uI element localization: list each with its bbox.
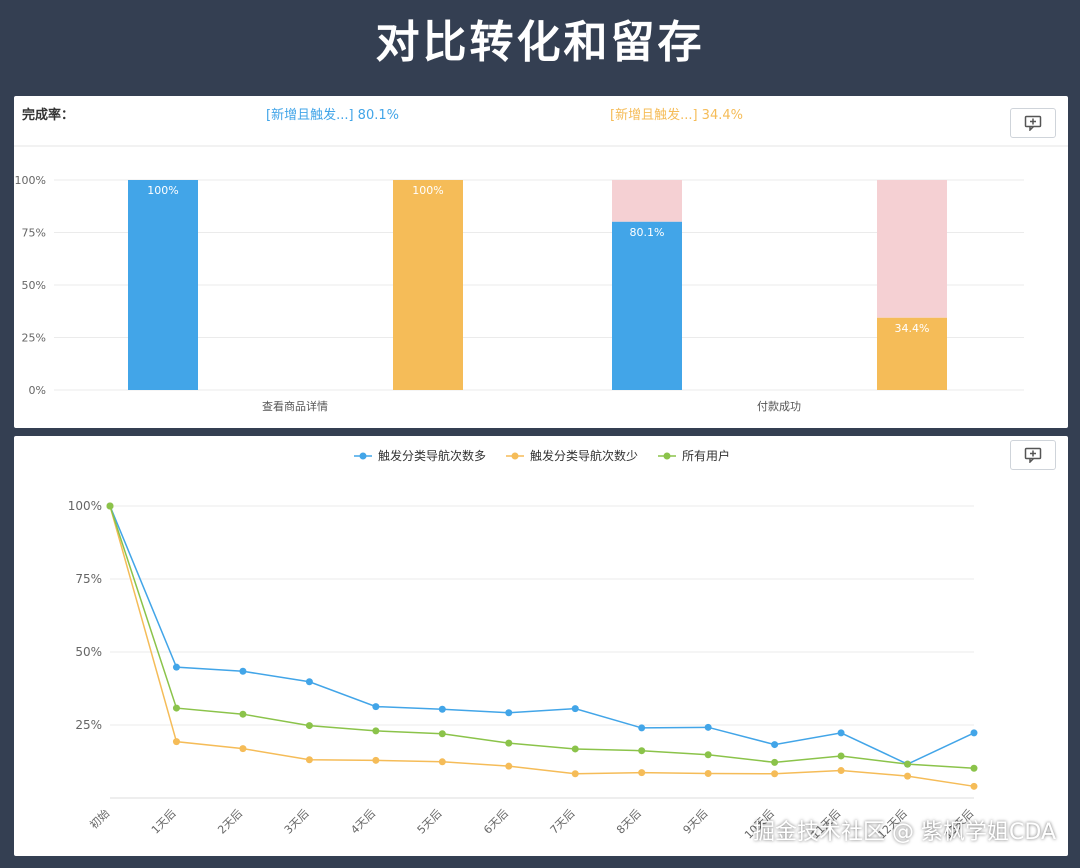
data-point: [172, 663, 180, 671]
legend-label: 触发分类导航次数少: [530, 448, 638, 463]
data-point: [305, 678, 313, 686]
x-tick-label: 初始: [87, 806, 112, 831]
bar: [877, 317, 947, 390]
data-point: [638, 747, 646, 755]
x-tick-label: 5天后: [415, 807, 445, 837]
data-point: [239, 710, 247, 718]
x-tick-label: 7天后: [548, 807, 578, 837]
completion-rate-label: 完成率：: [22, 107, 74, 123]
bar-data-label: 80.1%: [630, 226, 665, 239]
bar: [128, 180, 198, 390]
retention-line-chart: 触发分类导航次数多 触发分类导航次数少 所有用户 25% 50% 75% 100% 初始 1天后…: [68, 448, 978, 842]
comment-icon: [1024, 115, 1042, 131]
data-point: [505, 739, 513, 747]
x-tick-label: 9天后: [681, 807, 711, 837]
y-tick-label: 100%: [68, 499, 102, 513]
legend-marker: [511, 452, 519, 460]
data-point: [239, 745, 247, 753]
data-point: [837, 729, 845, 737]
bar-dropoff: [877, 180, 947, 318]
data-point: [837, 767, 845, 775]
data-point: [505, 709, 513, 717]
data-point: [904, 760, 912, 768]
data-point: [704, 751, 712, 759]
comment-button[interactable]: [1010, 108, 1056, 138]
completion-rate-value: [新增且触发...] 80.1%: [266, 107, 399, 123]
x-tick-label: 8天后: [614, 807, 644, 837]
bar-data-label: 34.4%: [895, 322, 930, 335]
data-point: [172, 704, 180, 712]
data-point: [904, 772, 912, 780]
data-point: [970, 782, 978, 790]
x-category-label: 查看商品详情: [262, 399, 328, 413]
data-point: [571, 770, 579, 778]
bar-dropoff: [612, 180, 682, 222]
data-point: [172, 738, 180, 746]
legend-label: 所有用户: [682, 448, 730, 463]
data-point: [438, 705, 446, 713]
x-tick-label: 4天后: [348, 807, 378, 837]
conversion-panel: 完成率： [新增且触发...] 80.1% [新增且触发...] 34.4% 0% 25…: [14, 96, 1068, 428]
x-category-label: 付款成功: [757, 399, 801, 413]
data-point: [438, 758, 446, 766]
watermark: 掘金技术社区 @ 紫枫学姐CDA: [753, 820, 1056, 845]
data-point: [438, 730, 446, 738]
data-point: [638, 724, 646, 732]
y-tick-label: 75%: [22, 227, 46, 240]
data-point: [372, 756, 380, 764]
series-line: [109, 505, 975, 769]
series-line: [109, 505, 975, 788]
page-title: 对比转化和留存: [375, 17, 705, 68]
data-point: [305, 722, 313, 730]
retention-panel: 触发分类导航次数多 触发分类导航次数少 所有用户 25% 50% 75% 100% 初始 1天后…: [14, 436, 1068, 856]
series-line: [109, 505, 975, 765]
data-point: [305, 756, 313, 764]
y-tick-label: 100%: [15, 174, 46, 187]
x-tick-label: 3天后: [282, 807, 312, 837]
data-point: [771, 770, 779, 778]
y-tick-label: 0%: [29, 384, 46, 397]
x-tick-label: 2天后: [215, 807, 245, 837]
bar: [393, 180, 463, 390]
data-point: [771, 741, 779, 749]
data-point: [638, 769, 646, 777]
data-point: [704, 769, 712, 777]
y-tick-label: 50%: [22, 279, 46, 292]
data-point: [571, 705, 579, 713]
legend-marker: [359, 452, 367, 460]
data-point: [970, 729, 978, 737]
y-tick-label: 75%: [75, 572, 102, 586]
data-point: [505, 762, 513, 770]
data-point: [970, 764, 978, 772]
data-point: [837, 752, 845, 760]
data-point: [372, 703, 380, 711]
conversion-bar-chart: 完成率： [新增且触发...] 80.1% [新增且触发...] 34.4% 0% 25…: [14, 107, 1068, 413]
comment-icon: [1024, 447, 1042, 463]
bar: [612, 221, 682, 390]
bar-data-label: 100%: [412, 184, 443, 197]
legend-label: 触发分类导航次数多: [378, 448, 486, 463]
x-tick-label: 6天后: [481, 807, 511, 837]
data-point: [239, 667, 247, 675]
legend-marker: [663, 452, 671, 460]
completion-rate-value: [新增且触发...] 34.4%: [610, 107, 743, 123]
y-tick-label: 50%: [75, 645, 102, 659]
x-tick-label: 1天后: [149, 807, 179, 837]
y-tick-label: 25%: [75, 718, 102, 732]
data-point: [771, 758, 779, 766]
data-point: [571, 745, 579, 753]
data-point: [106, 502, 114, 510]
y-tick-label: 25%: [22, 332, 46, 345]
bar-data-label: 100%: [147, 184, 178, 197]
data-point: [372, 727, 380, 735]
comment-button[interactable]: [1010, 440, 1056, 470]
data-point: [704, 723, 712, 731]
